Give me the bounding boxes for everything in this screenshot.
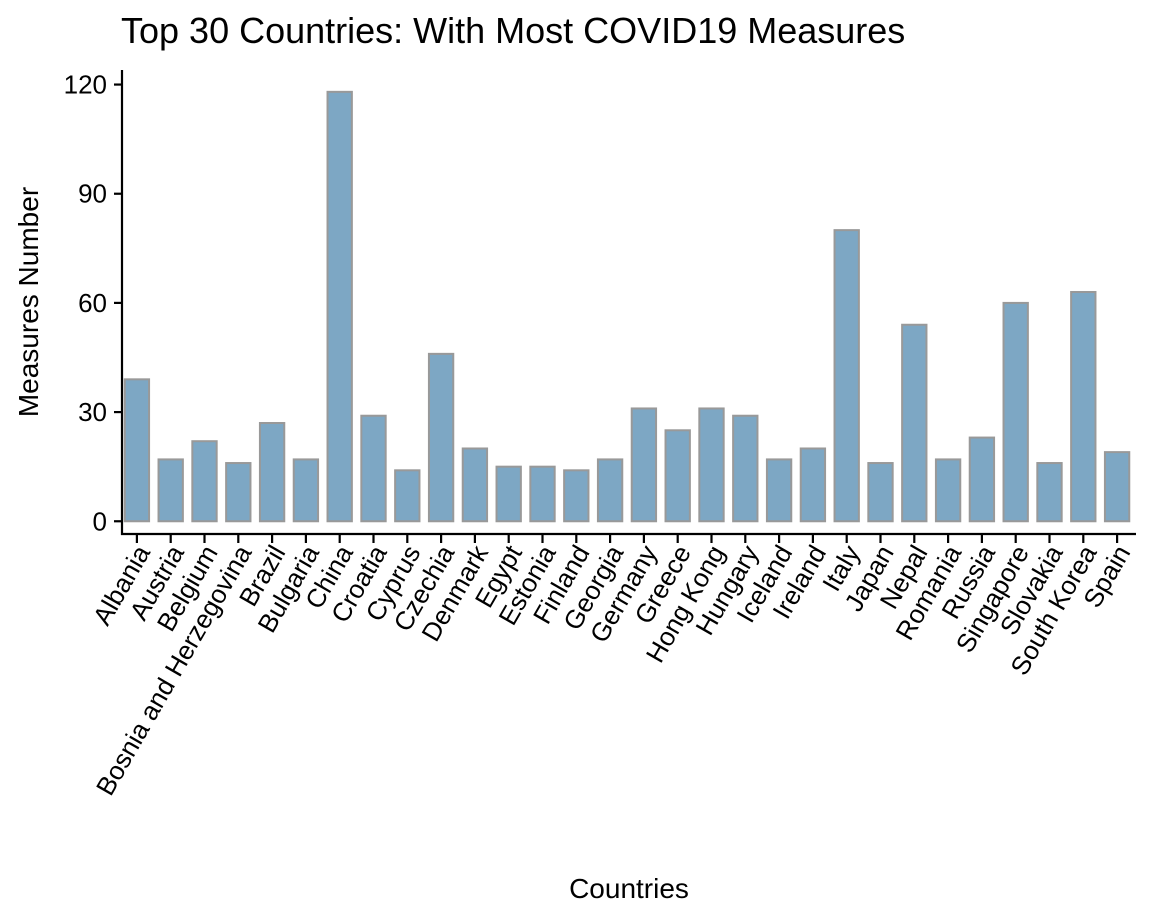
y-tick-label: 120 bbox=[64, 70, 107, 100]
y-tick-label: 60 bbox=[78, 288, 107, 318]
bar-italy bbox=[833, 229, 860, 523]
bar-iceland bbox=[765, 458, 793, 523]
bar-cyprus bbox=[394, 469, 421, 523]
bar-singapore bbox=[1002, 301, 1029, 523]
bar-estonia bbox=[529, 465, 556, 523]
bar-hong-kong bbox=[698, 407, 725, 523]
bar-nepal bbox=[901, 323, 928, 523]
bar-south-korea bbox=[1070, 290, 1097, 523]
bar-japan bbox=[867, 462, 894, 523]
x-axis-title: Countries bbox=[569, 873, 689, 904]
bar-czechia bbox=[427, 352, 455, 523]
bar-georgia bbox=[596, 458, 624, 523]
y-tick-label: 0 bbox=[93, 506, 107, 536]
bar-brazil bbox=[258, 422, 286, 523]
y-axis-title: Measures Number bbox=[13, 187, 44, 417]
chart-title: Top 30 Countries: With Most COVID19 Meas… bbox=[121, 10, 905, 51]
bar-bosnia-and-herzegovina bbox=[225, 462, 252, 523]
bar-hungary bbox=[732, 414, 759, 523]
bar-denmark bbox=[461, 447, 489, 523]
y-tick-label: 90 bbox=[78, 179, 107, 209]
bar-bulgaria bbox=[292, 458, 320, 523]
y-axis-ticks: 0 30 60 90 120 bbox=[64, 70, 122, 536]
bar-croatia bbox=[360, 414, 387, 523]
bar-ireland bbox=[799, 447, 827, 523]
bar-russia bbox=[968, 436, 996, 523]
bar-austria bbox=[157, 458, 184, 523]
y-tick-label: 30 bbox=[78, 397, 107, 427]
bar-albania bbox=[123, 378, 151, 523]
bar-romania bbox=[934, 458, 962, 523]
bar-spain bbox=[1103, 451, 1131, 523]
bar-egypt bbox=[495, 465, 522, 523]
bar-greece bbox=[664, 429, 691, 523]
bar-china bbox=[326, 90, 353, 523]
bar-finland bbox=[563, 469, 590, 523]
bar-slovakia bbox=[1036, 462, 1063, 523]
bar-germany bbox=[630, 407, 658, 523]
bar-belgium bbox=[191, 440, 218, 523]
bars-group bbox=[123, 90, 1131, 523]
